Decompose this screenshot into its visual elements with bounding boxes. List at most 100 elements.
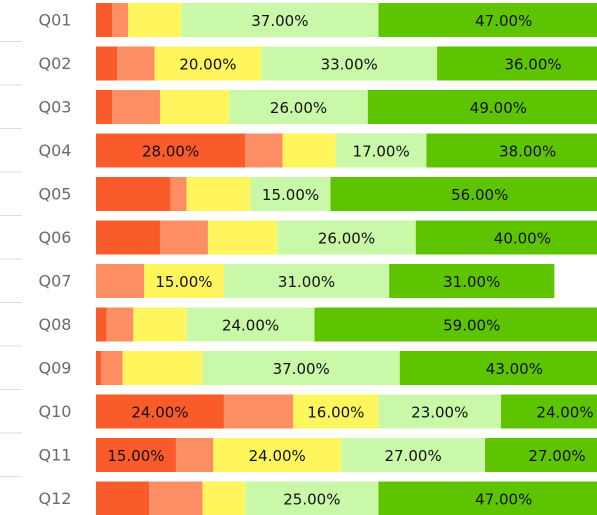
data-label: 31.00% <box>443 273 500 291</box>
category-label: Q06 <box>39 228 72 247</box>
bar-segment <box>229 90 368 124</box>
bar-segment <box>314 307 597 342</box>
bar-segment <box>277 220 416 255</box>
data-label: 47.00% <box>475 12 532 30</box>
bar-segment <box>96 177 171 211</box>
bar-segment <box>170 177 187 211</box>
data-label: 27.00% <box>528 447 585 465</box>
bar-segment <box>159 90 230 124</box>
data-label: 59.00% <box>443 317 500 335</box>
data-label: 24.00% <box>131 404 188 422</box>
data-label: 38.00% <box>499 143 556 161</box>
bar-segment <box>181 3 379 37</box>
bar-segment <box>245 133 283 168</box>
bar-segment <box>245 481 379 515</box>
bar-segment <box>250 177 331 211</box>
data-label: 23.00% <box>411 404 468 422</box>
data-label: 47.00% <box>475 491 532 509</box>
category-label: Q11 <box>39 446 72 465</box>
bar-segment <box>501 394 597 429</box>
category-label: Q05 <box>39 185 72 204</box>
plot: 37.00% 47.00% 20.00% 33.00% 36.00% 26.00% 49.0… <box>96 3 597 515</box>
bar-segment <box>186 177 251 211</box>
data-label: 27.00% <box>385 447 442 465</box>
bar-segment <box>335 133 427 168</box>
bar-segment <box>96 438 176 472</box>
bar-segment <box>96 394 224 429</box>
bar-segment <box>485 438 597 472</box>
bar-segment <box>111 3 128 37</box>
data-label: 49.00% <box>470 99 527 117</box>
bar-segment <box>175 438 214 472</box>
data-label: 16.00% <box>307 404 364 422</box>
data-label: 20.00% <box>179 56 236 74</box>
data-label: 24.00% <box>536 404 593 422</box>
bar-segment <box>389 264 555 298</box>
bar-segment <box>282 133 336 168</box>
data-label: 37.00% <box>251 12 308 30</box>
data-label: 15.00% <box>107 447 164 465</box>
data-label: 37.00% <box>273 360 330 378</box>
bar-segment <box>143 264 224 298</box>
bar-segment <box>202 481 246 515</box>
bar-segment <box>106 307 134 342</box>
bar-segment <box>378 394 502 429</box>
bar-segment <box>426 133 597 168</box>
data-label: 15.00% <box>155 273 212 291</box>
bar-segment <box>202 351 400 385</box>
category-label: Q04 <box>39 141 72 160</box>
bar-segment <box>96 307 107 342</box>
data-label: 26.00% <box>318 230 375 248</box>
bar-segment <box>437 46 597 81</box>
bar-segment <box>415 220 597 255</box>
category-label: Q08 <box>39 315 72 334</box>
bar-segment <box>127 3 182 37</box>
data-label: 56.00% <box>451 186 508 204</box>
data-label: 28.00% <box>142 143 199 161</box>
bar-segment <box>117 46 155 81</box>
data-label: 43.00% <box>486 360 543 378</box>
bar-segment <box>293 394 379 429</box>
data-label: 24.00% <box>249 447 306 465</box>
bar-segment <box>159 220 208 255</box>
bar-segment <box>96 90 112 124</box>
category-label: Q02 <box>39 54 72 73</box>
bar-segment <box>122 351 203 385</box>
data-label: 17.00% <box>353 143 410 161</box>
bar-segment <box>154 46 262 81</box>
data-label: 26.00% <box>270 99 327 117</box>
data-label: 36.00% <box>504 56 561 74</box>
bar-segment <box>96 264 144 298</box>
data-label: 15.00% <box>262 186 319 204</box>
bar-segment <box>341 438 486 472</box>
bar-segment <box>330 177 597 211</box>
data-label: 25.00% <box>283 491 340 509</box>
bar-segment <box>223 264 390 298</box>
category-label: Q03 <box>39 98 72 117</box>
category-label: Q12 <box>39 489 72 508</box>
bar-segment <box>186 307 315 342</box>
bar-segment <box>96 46 118 81</box>
bar-segment <box>96 351 102 385</box>
category-label: Q01 <box>39 11 72 30</box>
bar-segment <box>261 46 438 81</box>
category-label: Q07 <box>39 272 72 291</box>
bar-segment <box>378 3 597 37</box>
data-label: 33.00% <box>321 56 378 74</box>
category-label: Q10 <box>39 402 72 421</box>
bar-segment <box>207 220 278 255</box>
row-backgrounds <box>0 41 22 477</box>
bar-segment <box>399 351 597 385</box>
bar-segment <box>133 307 187 342</box>
bar-segment <box>149 481 203 515</box>
bar-segment <box>213 438 342 472</box>
bar-segment <box>96 481 150 515</box>
bar-segment <box>96 220 160 255</box>
bar-segment <box>367 90 597 124</box>
bar-segment <box>223 394 294 429</box>
bar-segment <box>378 481 597 515</box>
bar-segment <box>111 90 160 124</box>
bar-segment <box>96 133 246 168</box>
data-label: 31.00% <box>278 273 335 291</box>
